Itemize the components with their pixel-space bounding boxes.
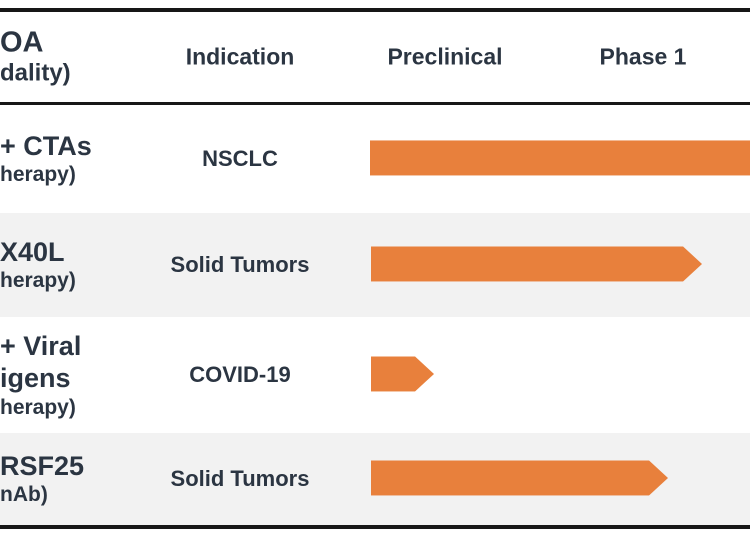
indication-label: Solid Tumors: [170, 466, 310, 491]
pipeline-row-covid19: + Viral igens herapy) COVID-19: [0, 317, 750, 433]
indication-label: COVID-19: [189, 362, 291, 387]
progress-bar: [371, 356, 434, 391]
column-header-preclinical: Preclinical: [387, 43, 503, 70]
program-line: herapy): [0, 163, 76, 187]
header-program-cropped: OA dality): [0, 27, 71, 88]
program-label: RSF25 nAb): [0, 450, 84, 508]
pipeline-row-nsclc: + CTAs herapy) NSCLC: [0, 105, 750, 213]
indication-label: NSCLC: [202, 146, 278, 171]
progress-bar: [371, 246, 702, 281]
column-header-phase1: Phase 1: [599, 43, 687, 70]
program-line: igens: [0, 363, 71, 394]
column-header-indication: Indication: [185, 43, 295, 70]
top-border-line: [0, 8, 750, 12]
header-row: OA dality) Indication Preclinical Phase …: [0, 12, 750, 102]
program-line: herapy): [0, 269, 76, 293]
pipeline-row-solid-tumors-2: RSF25 nAb) Solid Tumors: [0, 433, 750, 525]
program-line: + Viral: [0, 331, 82, 362]
program-line: herapy): [0, 395, 76, 419]
pipeline-row-solid-tumors-1: X40L herapy) Solid Tumors: [0, 213, 750, 317]
indication-label: Solid Tumors: [170, 252, 310, 277]
program-line: X40L: [0, 237, 65, 268]
program-label: X40L herapy): [0, 236, 76, 294]
header-program-line2: dality): [0, 59, 71, 87]
progress-bar: [371, 460, 668, 495]
header-program-line1: OA: [0, 26, 44, 59]
program-line: nAb): [0, 483, 48, 507]
bottom-border-line: [0, 525, 750, 529]
program-label: + Viral igens herapy): [0, 330, 81, 420]
progress-bar: [370, 140, 750, 176]
program-line: + CTAs: [0, 131, 92, 162]
program-label: + CTAs herapy): [0, 130, 92, 188]
program-line: RSF25: [0, 451, 85, 482]
header-divider-line: [0, 102, 750, 105]
